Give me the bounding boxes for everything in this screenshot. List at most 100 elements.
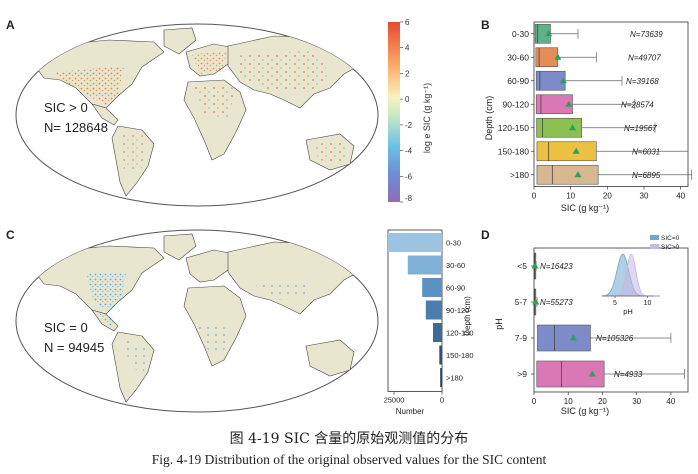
mean-marker [572, 147, 580, 154]
category-label: 7-9 [515, 333, 528, 343]
hist-bar [440, 368, 442, 387]
mean-marker [559, 77, 567, 84]
x-tick-label: 20 [598, 397, 607, 406]
inset-legend-label: SIC=0 [661, 235, 680, 242]
category-label: 60-90 [507, 76, 529, 86]
x-tick-label: 0 [532, 192, 537, 201]
category-label: >180 [510, 170, 529, 180]
box [537, 324, 591, 352]
box [536, 117, 582, 138]
colorbar-tick-label: -2 [405, 121, 413, 130]
box [536, 360, 605, 388]
mean-marker [569, 334, 577, 341]
hist-bar [433, 323, 442, 342]
mean-marker [569, 124, 576, 131]
x-tick-label: 0 [532, 397, 537, 406]
inset-legend-swatch [650, 244, 659, 249]
hist-bar [439, 345, 442, 365]
n-label: N=55273 [540, 298, 573, 307]
hist-category-label: >180 [446, 374, 463, 383]
colorbar-tick-label: 2 [405, 69, 410, 78]
x-tick-label: 40 [676, 192, 685, 201]
hist-x-tick-label: 25000 [384, 396, 405, 405]
n-label: N=6031 [632, 147, 660, 156]
box [535, 94, 573, 115]
density-curve [602, 254, 654, 297]
boxplot-d: 0 10 20 30 40 <5 N=16423 5-7 N=55273 7-9 N=105326 >… [494, 235, 689, 416]
inset-tick-label: 10 [644, 300, 652, 307]
b-xlabel: SIC (g kg⁻¹) [561, 203, 609, 213]
n-label: N=4933 [614, 370, 643, 379]
colorbar-label: log e SIC (g kg⁻¹) [422, 83, 432, 153]
x-tick-label: 10 [566, 192, 575, 201]
colorbar-tick-label: 6 [405, 18, 410, 27]
panel-b-letter: B [481, 18, 490, 32]
n-label: N=105326 [596, 334, 634, 343]
box [535, 70, 566, 91]
colorbar-tick-label: 0 [405, 95, 410, 104]
x-tick-label: 40 [666, 397, 675, 406]
hist-xlabel: Number [396, 407, 425, 416]
x-tick-label: 30 [632, 397, 641, 406]
mean-marker [574, 171, 582, 178]
map-c-annotation-line2: N = 94945 [44, 340, 105, 355]
d-ylabel: pH [494, 318, 504, 330]
hist-bar [422, 278, 442, 297]
inset-tick-label: 5 [613, 300, 617, 307]
inset-legend-label: SIC>0 [661, 244, 680, 251]
x-tick-label: 10 [564, 397, 573, 406]
hist-category-label: 150-180 [446, 351, 474, 360]
category-label: 120-150 [498, 123, 529, 133]
hist-category-label: 0-30 [446, 239, 461, 248]
box [536, 164, 599, 185]
map-a-annotation-line1: SIC > 0 [44, 100, 88, 115]
colorbar-tick-label: -8 [405, 194, 413, 203]
colorbar-tick-label: 4 [405, 44, 410, 53]
panel-d-letter: D [481, 228, 490, 242]
hist-category-label: 60-90 [446, 284, 465, 293]
mean-marker [545, 30, 553, 37]
hist-ylabel: Depth (cm) [463, 296, 472, 336]
n-label: N=49707 [628, 53, 661, 62]
n-label: N=16423 [540, 262, 573, 271]
hist-bar [388, 233, 442, 252]
mean-marker [588, 370, 596, 377]
n-label: N=6895 [632, 171, 661, 180]
panel-a-letter: A [6, 18, 15, 32]
mean-marker [565, 100, 573, 107]
d-xlabel: SIC (g kg⁻¹) [561, 406, 609, 416]
land-masses-a [31, 27, 367, 197]
category-label: 5-7 [515, 297, 528, 307]
colorbar-tick-label: -4 [405, 147, 413, 156]
caption-english: Fig. 4-19 Distribution of the original o… [151, 452, 547, 467]
x-tick-label: 30 [640, 192, 649, 201]
hist-category-label: 30-60 [446, 261, 465, 270]
caption-chinese: 图 4-19 SIC 含量的原始观测值的分布 [229, 431, 469, 447]
colorbar-a: 6 4 2 0 -2 -4 -6 -8 log e SIC (g kg⁻¹) [388, 18, 432, 203]
inset-legend-swatch [650, 235, 659, 240]
mean-marker [531, 262, 539, 269]
b-ylabel: Depth (cm) [484, 96, 494, 141]
hist-category-label: 90-120 [446, 306, 469, 315]
n-label: N=28574 [621, 100, 654, 109]
histogram-c: 0-30 30-60 60-90 90-120 120-150 150-180 >180 25… [384, 229, 474, 416]
x-tick-label: 20 [603, 192, 612, 201]
category-label: 150-180 [498, 146, 529, 156]
category-label: 0-30 [512, 29, 529, 39]
box [536, 141, 597, 162]
panel-c-letter: C [6, 228, 15, 242]
hist-bar [425, 300, 442, 320]
hist-bar [407, 255, 442, 275]
n-label: N=73639 [630, 30, 663, 39]
map-c [15, 229, 379, 413]
category-label: 30-60 [507, 52, 529, 62]
n-label: N=19567 [624, 124, 657, 133]
n-label: N=39168 [626, 77, 659, 86]
mean-marker [532, 298, 540, 305]
plot-frame [533, 247, 689, 393]
category-label: >9 [517, 369, 527, 379]
map-a-annotation-line2: N= 128648 [44, 120, 108, 135]
category-label: <5 [517, 261, 527, 271]
ph-density-inset: 5 10 pH SIC=0 SIC>0 [601, 235, 680, 316]
colorbar-tick-label: -6 [405, 172, 413, 181]
